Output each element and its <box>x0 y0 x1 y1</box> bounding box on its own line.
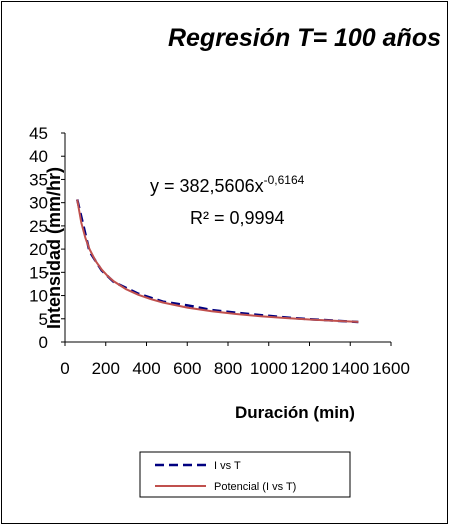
x-tick-label: 1000 <box>250 359 288 378</box>
legend-label-series-2: Potencial (I vs T) <box>214 481 296 493</box>
legend-box <box>139 451 351 498</box>
x-tick-label: 200 <box>92 359 120 378</box>
x-tick-label: 800 <box>214 359 242 378</box>
y-tick-label: 45 <box>29 124 48 143</box>
y-tick-label: 5 <box>39 310 48 329</box>
r-squared-label: R² = 0,9994 <box>190 208 285 228</box>
chart-title: Regresión T= 100 años <box>168 24 441 52</box>
legend: I vs T Potencial (I vs T) <box>139 451 351 498</box>
y-tick-label: 25 <box>29 217 48 236</box>
y-tick-label: 15 <box>29 263 48 282</box>
x-tick-label: 0 <box>60 359 69 378</box>
x-tick-label: 1200 <box>291 359 329 378</box>
y-tick-label: 0 <box>39 333 48 352</box>
y-tick-label: 40 <box>29 147 48 166</box>
y-tick-label: 30 <box>29 194 48 213</box>
series-line-2 <box>76 199 359 323</box>
y-tick-label: 10 <box>29 287 48 306</box>
legend-label-series-1: I vs T <box>214 460 241 472</box>
x-tick-label: 600 <box>173 359 201 378</box>
y-tick-label: 35 <box>29 170 48 189</box>
x-tick-label: 400 <box>132 359 160 378</box>
x-tick-label: 1600 <box>372 359 410 378</box>
x-axis-label: Duración (min) <box>235 403 355 422</box>
x-tick-label: 1400 <box>331 359 369 378</box>
y-tick-label: 20 <box>29 240 48 259</box>
y-axis-label: Intensidad (mm/hr) <box>44 167 64 329</box>
trendline-equation: y = 382,5606x-0,6164 <box>150 173 305 196</box>
